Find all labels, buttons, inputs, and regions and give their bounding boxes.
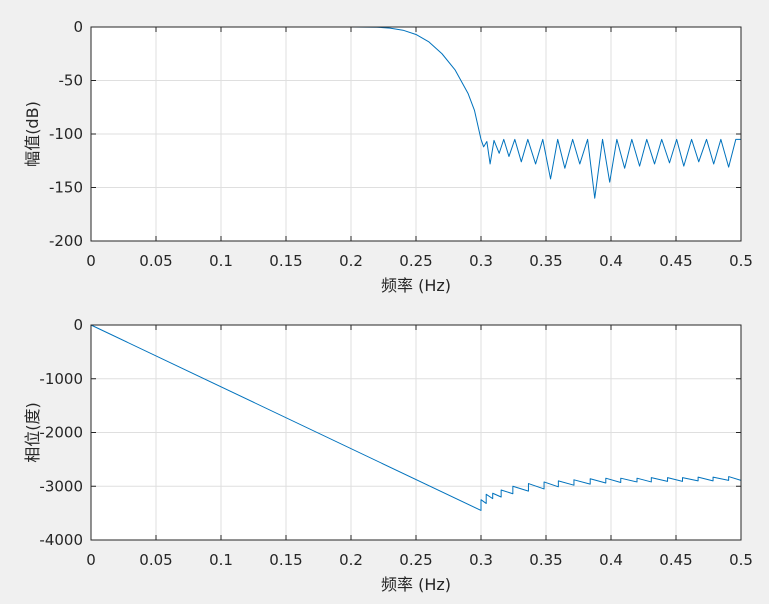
phase-x-tick-label: 0.45 <box>659 551 692 569</box>
phase-x-axis-label: 频率 (Hz) <box>381 575 451 594</box>
mag-x-tick-label: 0.25 <box>399 252 432 270</box>
mag-y-tick-label: -50 <box>59 72 84 90</box>
mag-x-axis-label: 频率 (Hz) <box>381 276 451 295</box>
phase-x-tick-label: 0.35 <box>529 551 562 569</box>
mag-y-tick-label: 0 <box>73 18 83 36</box>
phase-x-tick-label: 0.25 <box>399 551 432 569</box>
phase-y-tick-label: -1000 <box>39 370 83 388</box>
phase-series-line <box>90 324 742 511</box>
mag-y-tick-label: -150 <box>49 179 83 197</box>
phase-x-tick-label: 0 <box>86 551 96 569</box>
mag-x-tick-label: 0.45 <box>659 252 692 270</box>
mag-series-line <box>91 26 741 199</box>
phase-x-tick-label: 0.4 <box>599 551 623 569</box>
phase-x-tick-label: 0.2 <box>339 551 363 569</box>
phase-y-axis-label: 相位(度) <box>23 402 42 463</box>
mag-x-tick-label: 0.1 <box>209 252 233 270</box>
mag-y-tick-label: -100 <box>49 125 83 143</box>
phase-x-tick-label: 0.05 <box>139 551 172 569</box>
phase-x-tick-label: 0.5 <box>729 551 753 569</box>
mag-x-tick-label: 0.05 <box>139 252 172 270</box>
phase-y-tick-label: 0 <box>73 316 83 334</box>
phase-x-tick-label: 0.1 <box>209 551 233 569</box>
mag-x-tick-label: 0.5 <box>729 252 753 270</box>
mag-x-tick-label: 0.4 <box>599 252 623 270</box>
mag-x-tick-label: 0.35 <box>529 252 562 270</box>
mag-x-tick-label: 0.3 <box>469 252 493 270</box>
phase-axes: 0 0.05 0.1 0.15 0.2 0.25 0.3 0.35 0.4 0.45 0.5 0 -10… <box>23 316 753 594</box>
phase-x-tick-label: 0.3 <box>469 551 493 569</box>
phase-y-tick-label: -3000 <box>39 477 83 495</box>
phase-y-tick-label: -2000 <box>39 424 83 442</box>
phase-x-tick-label: 0.15 <box>269 551 302 569</box>
mag-y-axis-label: 幅值(dB) <box>23 101 42 167</box>
mag-x-tick-label: 0.2 <box>339 252 363 270</box>
mag-x-tick-label: 0.15 <box>269 252 302 270</box>
mag-y-tick-label: -200 <box>49 232 83 250</box>
phase-y-tick-label: -4000 <box>39 531 83 549</box>
magnitude-axes: 0 0.05 0.1 0.15 0.2 0.25 0.3 0.35 0.4 0.45 0.5 0 -50… <box>23 18 753 295</box>
mag-x-tick-label: 0 <box>86 252 96 270</box>
